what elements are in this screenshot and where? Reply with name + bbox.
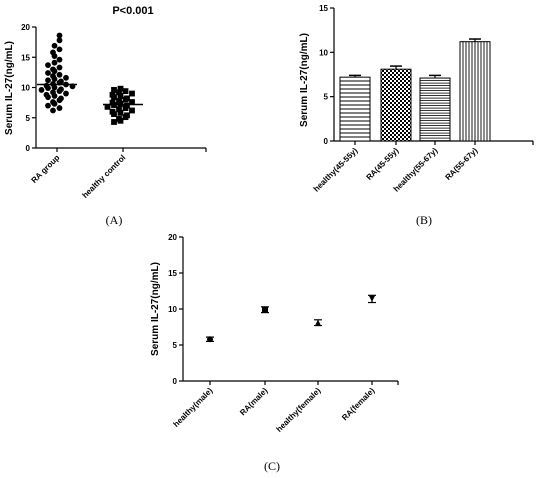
x-tick-label: RA(45-55y) — [364, 146, 400, 182]
data-point — [56, 105, 63, 111]
data-point — [56, 56, 63, 63]
data-point — [45, 77, 51, 84]
data-point — [63, 90, 69, 97]
data-point — [129, 107, 135, 114]
panel-a-ylabel: Serum IL-27(ng/mL) — [4, 41, 15, 135]
data-point — [129, 90, 135, 97]
mean-marker — [262, 306, 268, 313]
x-tick-label: RA group — [29, 153, 61, 185]
data-point — [117, 110, 124, 116]
x-tick-label: RA(55-67y) — [443, 146, 479, 182]
data-point — [117, 93, 124, 99]
x-tick-label: RA(male) — [238, 386, 269, 417]
x-tick-label: healthy(female) — [275, 386, 323, 434]
panel-a-label: (A) — [106, 213, 123, 227]
y-tick-label: 5 — [173, 341, 178, 350]
y-tick-label: 10 — [168, 305, 177, 314]
data-point — [122, 96, 129, 103]
data-point — [45, 70, 51, 76]
panel-c-ylabel: Serum IL-27(ng/mL) — [150, 262, 161, 356]
data-point — [45, 62, 51, 69]
panel-b-label: (B) — [416, 213, 432, 227]
data-point — [45, 102, 51, 109]
data-point — [56, 32, 63, 39]
y-tick-label: 5 — [324, 93, 329, 102]
y-tick-label: 15 — [21, 53, 30, 62]
data-point — [122, 114, 129, 121]
data-point — [51, 59, 58, 66]
data-point — [51, 68, 58, 75]
x-tick-label: healthy(male) — [172, 386, 215, 429]
y-tick-label: 20 — [168, 233, 177, 242]
data-point — [122, 88, 129, 95]
bar — [459, 41, 491, 142]
y-tick-label: 5 — [26, 114, 31, 123]
data-point — [63, 74, 69, 81]
data-point — [111, 119, 117, 125]
data-point — [56, 37, 63, 44]
panel-b-ylabel: Serum IL-27(ng/mL) — [299, 33, 310, 127]
y-tick-label: 0 — [173, 377, 178, 386]
data-point — [116, 97, 122, 104]
panel-a: P<0.001 Serum IL-27(ng/mL) 0 5 10 15 20 RA g… — [4, 5, 207, 227]
data-point — [117, 117, 124, 124]
bar — [419, 77, 451, 142]
bar — [380, 68, 412, 142]
y-tick-label: 0 — [324, 137, 329, 146]
data-point — [51, 76, 58, 82]
data-point — [50, 107, 56, 114]
data-point — [56, 64, 63, 71]
panel-b: Serum IL-27(ng/mL) 0 5 10 15 healthy(45-55y… — [299, 4, 534, 227]
data-point — [56, 97, 63, 104]
panel-c: Serum IL-27(ng/mL) 0 5 10 15 20 healthy(male… — [150, 233, 399, 473]
y-tick-label: 20 — [21, 23, 30, 32]
mean-marker — [207, 336, 213, 343]
data-point — [51, 93, 58, 99]
data-point — [45, 85, 51, 92]
data-point — [56, 88, 63, 95]
data-point — [111, 111, 117, 118]
data-point — [51, 53, 58, 59]
data-point — [45, 94, 51, 101]
data-point — [116, 89, 122, 96]
data-point — [38, 87, 45, 93]
mean-marker — [369, 295, 375, 302]
y-tick-label: 0 — [26, 144, 31, 153]
panel-c-label: (C) — [264, 459, 280, 473]
data-point — [104, 103, 111, 110]
data-point — [129, 99, 135, 105]
y-tick-label: 10 — [319, 48, 328, 57]
y-tick-label: 15 — [168, 269, 177, 278]
data-point — [51, 84, 58, 91]
y-tick-label: 15 — [319, 4, 328, 13]
data-point — [111, 94, 117, 101]
x-tick-label: healthy control — [81, 153, 128, 200]
mean-marker — [315, 319, 321, 326]
x-tick-label: RA(female) — [340, 386, 376, 422]
data-point — [122, 105, 129, 111]
data-point — [116, 106, 122, 113]
y-tick-label: 10 — [21, 84, 30, 93]
data-point — [56, 46, 63, 53]
bar — [339, 76, 371, 142]
x-tick-label: healthy(45-55y) — [312, 146, 360, 194]
data-point — [111, 87, 117, 93]
data-point — [56, 71, 63, 78]
data-point — [117, 85, 124, 92]
panel-a-title: P<0.001 — [112, 5, 153, 17]
data-point — [51, 42, 58, 49]
data-point — [51, 100, 58, 107]
